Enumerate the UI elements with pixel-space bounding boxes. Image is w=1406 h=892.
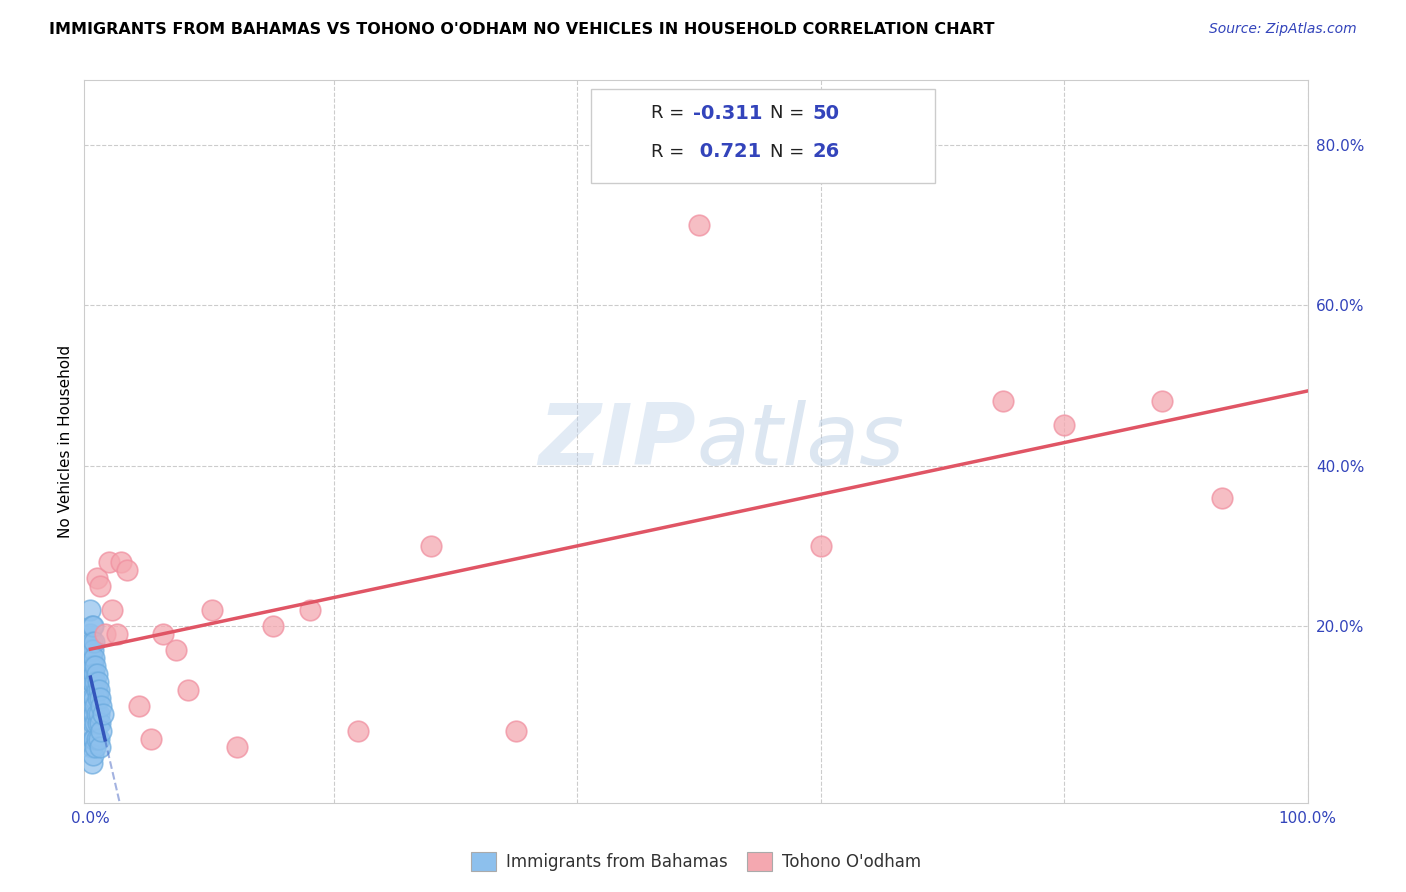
Text: atlas: atlas bbox=[696, 400, 904, 483]
Text: 0.721: 0.721 bbox=[693, 142, 762, 161]
Point bbox=[101, 603, 124, 617]
Point bbox=[80, 667, 103, 681]
Point bbox=[225, 739, 247, 754]
Point bbox=[141, 731, 163, 746]
Text: N =: N = bbox=[770, 143, 810, 161]
Point bbox=[97, 555, 120, 569]
Point bbox=[79, 659, 101, 673]
Point bbox=[347, 723, 370, 738]
Point bbox=[128, 699, 150, 714]
Point bbox=[83, 691, 105, 706]
Point bbox=[80, 707, 103, 722]
Point bbox=[86, 571, 108, 585]
Point bbox=[84, 675, 107, 690]
Point bbox=[84, 739, 107, 754]
Point bbox=[105, 627, 128, 641]
Point bbox=[82, 675, 104, 690]
Text: IMMIGRANTS FROM BAHAMAS VS TOHONO O'ODHAM NO VEHICLES IN HOUSEHOLD CORRELATION C: IMMIGRANTS FROM BAHAMAS VS TOHONO O'ODHA… bbox=[49, 22, 994, 37]
Point bbox=[83, 707, 105, 722]
Point bbox=[82, 715, 104, 730]
Text: 26: 26 bbox=[813, 142, 839, 161]
Point bbox=[83, 635, 105, 649]
Text: R =: R = bbox=[651, 143, 690, 161]
Point bbox=[152, 627, 174, 641]
Point bbox=[86, 667, 108, 681]
Point bbox=[1211, 491, 1233, 505]
Point bbox=[79, 643, 101, 657]
Point bbox=[83, 731, 105, 746]
Point bbox=[87, 715, 110, 730]
Point bbox=[86, 683, 108, 698]
Point bbox=[79, 683, 101, 698]
Point bbox=[90, 699, 112, 714]
Point bbox=[80, 619, 103, 633]
Point bbox=[82, 699, 104, 714]
Point bbox=[80, 723, 103, 738]
Point bbox=[1150, 394, 1173, 409]
Point bbox=[82, 619, 104, 633]
Point bbox=[89, 691, 111, 706]
Point bbox=[298, 603, 321, 617]
Point bbox=[688, 218, 710, 232]
Point bbox=[87, 683, 110, 698]
Point bbox=[80, 691, 103, 706]
Point bbox=[87, 691, 110, 706]
Point bbox=[80, 635, 103, 649]
Point bbox=[94, 627, 117, 641]
Point bbox=[91, 707, 114, 722]
Point bbox=[80, 675, 103, 690]
Point bbox=[79, 603, 101, 617]
Y-axis label: No Vehicles in Household: No Vehicles in Household bbox=[58, 345, 73, 538]
Point bbox=[86, 707, 108, 722]
Point bbox=[87, 707, 110, 722]
Point bbox=[84, 699, 107, 714]
Text: N =: N = bbox=[770, 104, 810, 122]
Point bbox=[84, 659, 107, 673]
Point bbox=[83, 651, 105, 665]
Point bbox=[86, 731, 108, 746]
Point bbox=[89, 739, 111, 754]
Text: ZIP: ZIP bbox=[538, 400, 696, 483]
Point bbox=[89, 579, 111, 593]
Point bbox=[201, 603, 224, 617]
Legend: Immigrants from Bahamas, Tohono O'odham: Immigrants from Bahamas, Tohono O'odham bbox=[464, 845, 928, 878]
Point bbox=[89, 715, 111, 730]
Point bbox=[80, 651, 103, 665]
Point bbox=[993, 394, 1015, 409]
Point bbox=[177, 683, 200, 698]
Point bbox=[82, 731, 104, 746]
Point bbox=[90, 723, 112, 738]
Point bbox=[165, 643, 187, 657]
Point bbox=[505, 723, 527, 738]
Point bbox=[1053, 418, 1076, 433]
Point bbox=[262, 619, 284, 633]
Point bbox=[83, 667, 105, 681]
Point bbox=[87, 675, 110, 690]
Text: -0.311: -0.311 bbox=[693, 103, 762, 123]
Point bbox=[82, 643, 104, 657]
Text: R =: R = bbox=[651, 104, 690, 122]
Point bbox=[810, 539, 832, 553]
Point bbox=[82, 747, 104, 762]
Point bbox=[420, 539, 443, 553]
Point bbox=[80, 739, 103, 754]
Text: 50: 50 bbox=[813, 103, 839, 123]
Point bbox=[82, 659, 104, 673]
Point bbox=[84, 715, 107, 730]
Text: Source: ZipAtlas.com: Source: ZipAtlas.com bbox=[1209, 22, 1357, 37]
Point bbox=[115, 563, 138, 577]
Point bbox=[110, 555, 132, 569]
Point bbox=[80, 756, 103, 770]
Point bbox=[87, 731, 110, 746]
Point bbox=[79, 627, 101, 641]
